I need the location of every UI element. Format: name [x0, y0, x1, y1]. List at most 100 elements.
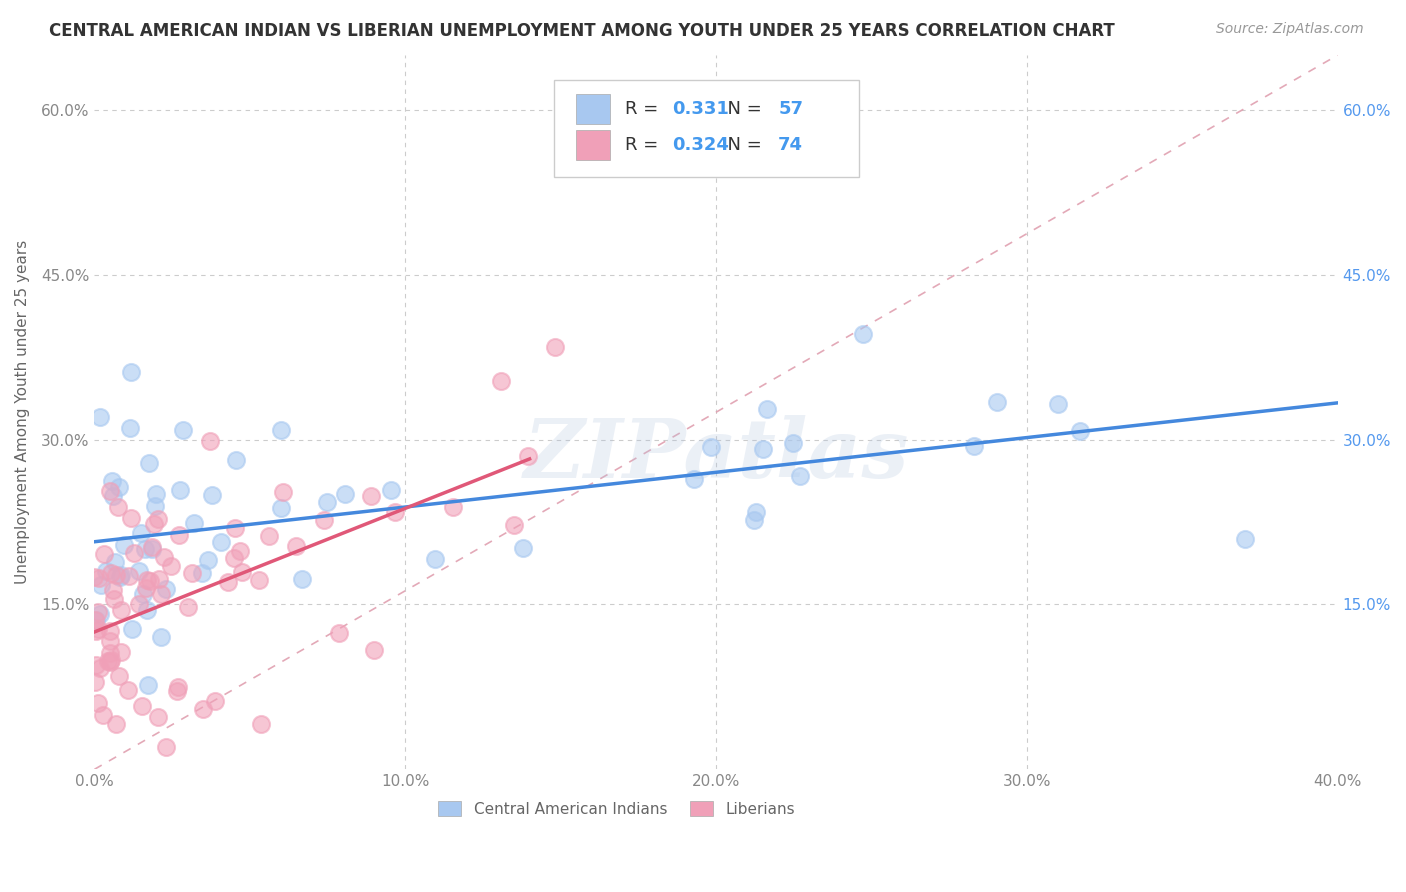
Point: [117, 683, 139, 698]
Point: [789, 468, 811, 483]
Text: 0.331: 0.331: [672, 101, 730, 119]
Point: [136, 573, 159, 587]
Point: [247, 574, 270, 588]
Point: [129, 525, 152, 540]
Point: [135, 581, 157, 595]
Point: [166, 684, 188, 698]
Point: [257, 529, 280, 543]
Point: [250, 717, 273, 731]
Point: [98, 655, 121, 669]
Point: [94, 565, 117, 579]
Point: [84, 674, 107, 689]
Point: [155, 739, 177, 754]
Point: [217, 575, 239, 590]
Point: [155, 582, 177, 597]
Point: [136, 678, 159, 692]
Text: 74: 74: [778, 136, 803, 154]
Point: [756, 402, 779, 417]
Point: [963, 439, 986, 453]
Point: [143, 499, 166, 513]
Legend: Central American Indians, Liberians: Central American Indians, Liberians: [429, 791, 804, 826]
Point: [271, 484, 294, 499]
Point: [143, 516, 166, 531]
Point: [98, 634, 121, 648]
Point: [89, 607, 111, 621]
Point: [118, 421, 141, 435]
Point: [177, 599, 200, 614]
Point: [145, 487, 167, 501]
Point: [1047, 397, 1070, 411]
Text: CENTRAL AMERICAN INDIAN VS LIBERIAN UNEMPLOYMENT AMONG YOUTH UNDER 25 YEARS CORR: CENTRAL AMERICAN INDIAN VS LIBERIAN UNEM…: [49, 22, 1115, 40]
Point: [333, 487, 356, 501]
Point: [153, 549, 176, 564]
Point: [700, 440, 723, 454]
Text: R =: R =: [626, 136, 664, 154]
Point: [101, 583, 124, 598]
Point: [124, 546, 146, 560]
Point: [160, 559, 183, 574]
Point: [100, 652, 122, 666]
Point: [100, 566, 122, 580]
Point: [89, 661, 111, 675]
Point: [986, 394, 1008, 409]
Point: [132, 587, 155, 601]
Point: [98, 646, 121, 660]
Text: N =: N =: [716, 136, 768, 154]
Point: [98, 624, 121, 639]
Point: [87, 605, 110, 619]
Point: [231, 565, 253, 579]
Point: [441, 500, 464, 514]
Point: [141, 540, 163, 554]
Point: [489, 374, 512, 388]
Point: [201, 488, 224, 502]
Point: [148, 573, 170, 587]
Point: [108, 669, 131, 683]
Point: [148, 512, 170, 526]
Point: [104, 556, 127, 570]
Text: Source: ZipAtlas.com: Source: ZipAtlas.com: [1216, 22, 1364, 37]
Point: [1069, 424, 1091, 438]
Point: [204, 694, 226, 708]
Point: [200, 434, 222, 448]
Point: [229, 544, 252, 558]
Point: [86, 613, 108, 627]
Point: [316, 495, 339, 509]
Point: [93, 547, 115, 561]
Point: [744, 505, 766, 519]
Text: N =: N =: [716, 101, 768, 119]
Text: 57: 57: [778, 101, 803, 119]
Point: [270, 500, 292, 515]
FancyBboxPatch shape: [575, 130, 610, 161]
Point: [517, 449, 540, 463]
Point: [423, 552, 446, 566]
Point: [291, 572, 314, 586]
Point: [363, 643, 385, 657]
Point: [197, 552, 219, 566]
Point: [180, 566, 202, 580]
Y-axis label: Unemployment Among Youth under 25 years: Unemployment Among Youth under 25 years: [15, 240, 30, 584]
Point: [193, 702, 215, 716]
Point: [131, 699, 153, 714]
Point: [183, 516, 205, 530]
Point: [90, 578, 112, 592]
Point: [384, 505, 406, 519]
Point: [380, 483, 402, 498]
Point: [149, 586, 172, 600]
Point: [284, 539, 307, 553]
Point: [101, 474, 124, 488]
Point: [120, 365, 142, 379]
Point: [134, 541, 156, 556]
Point: [112, 538, 135, 552]
Point: [138, 456, 160, 470]
Point: [169, 483, 191, 497]
Point: [110, 567, 132, 582]
Point: [83, 570, 105, 584]
Point: [110, 602, 132, 616]
Point: [103, 591, 125, 606]
Point: [172, 424, 194, 438]
Point: [108, 570, 131, 584]
Point: [97, 654, 120, 668]
Point: [209, 535, 232, 549]
Point: [87, 623, 110, 637]
FancyBboxPatch shape: [554, 80, 859, 177]
